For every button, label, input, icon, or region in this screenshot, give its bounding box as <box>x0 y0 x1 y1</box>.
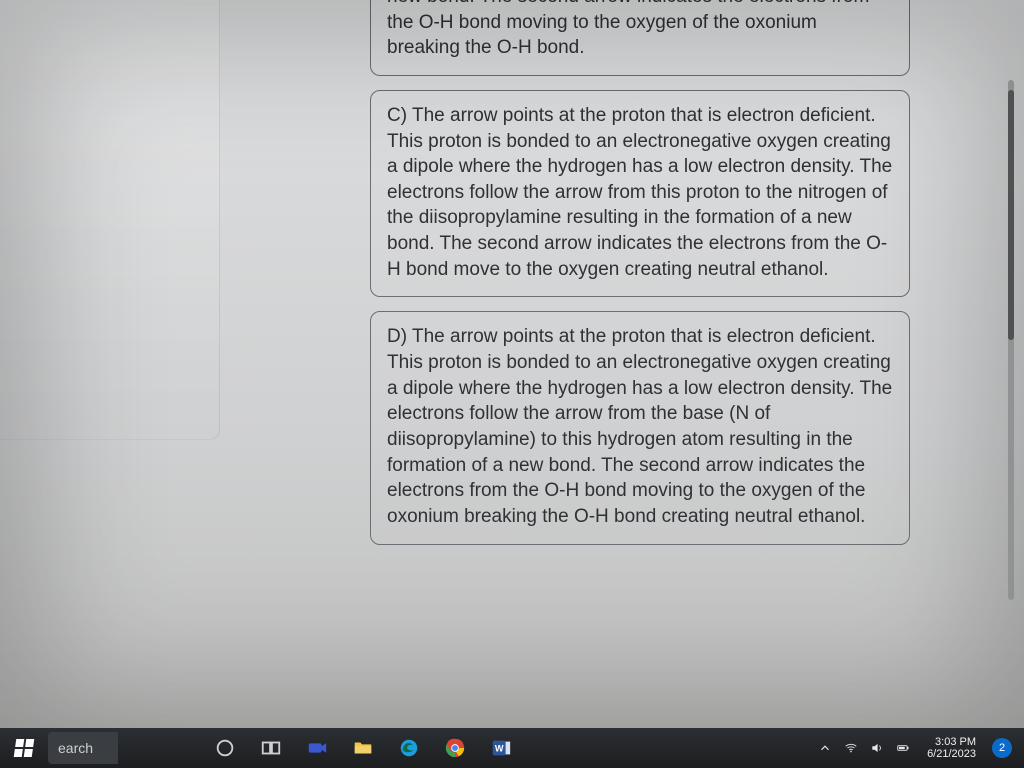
answer-choices: new bond. The second arrow indicates the… <box>370 0 910 545</box>
volume-button[interactable] <box>869 740 885 756</box>
camera-app[interactable] <box>296 728 338 768</box>
clock-date: 6/21/2023 <box>927 748 976 760</box>
scrollbar-thumb[interactable] <box>1008 90 1014 340</box>
volume-icon <box>870 741 884 755</box>
windows-taskbar: earch W <box>0 728 1024 768</box>
left-panel-outline <box>0 0 220 440</box>
word-icon: W <box>490 737 512 759</box>
answer-choice-c[interactable]: C) The arrow points at the proton that i… <box>370 90 910 297</box>
chevron-up-icon <box>818 741 832 755</box>
system-tray: 3:03 PM 6/21/2023 2 <box>817 736 1024 760</box>
tray-expand-button[interactable] <box>817 740 833 756</box>
svg-text:W: W <box>495 744 504 754</box>
search-placeholder: earch <box>58 740 93 756</box>
answer-choice-b[interactable]: new bond. The second arrow indicates the… <box>370 0 910 76</box>
start-button[interactable] <box>0 728 48 768</box>
file-explorer-app[interactable] <box>342 728 384 768</box>
taskview-button[interactable] <box>250 728 292 768</box>
battery-icon <box>896 741 910 755</box>
camera-icon <box>306 737 328 759</box>
chrome-app[interactable] <box>434 728 476 768</box>
clock-time: 3:03 PM <box>927 736 976 748</box>
cortana-button[interactable] <box>204 728 246 768</box>
battery-button[interactable] <box>895 740 911 756</box>
taskview-icon <box>260 737 282 759</box>
answer-d-text: D) The arrow points at the proton that i… <box>387 326 892 526</box>
file-explorer-icon <box>352 737 374 759</box>
edge-icon <box>398 737 420 759</box>
answer-c-text: C) The arrow points at the proton that i… <box>387 105 892 280</box>
taskbar-pinned-apps: W <box>204 728 522 768</box>
edge-app[interactable] <box>388 728 430 768</box>
vertical-scrollbar[interactable] <box>1008 80 1014 600</box>
taskbar-search[interactable]: earch <box>48 732 118 764</box>
notification-count: 2 <box>999 742 1005 754</box>
desktop-screen: new bond. The second arrow indicates the… <box>0 0 1024 738</box>
answer-b-text: new bond. The second arrow indicates the… <box>387 0 869 58</box>
wifi-button[interactable] <box>843 740 859 756</box>
windows-logo-icon <box>14 739 35 757</box>
webpage-content: new bond. The second arrow indicates the… <box>0 0 1016 738</box>
word-app[interactable]: W <box>480 728 522 768</box>
chrome-icon <box>444 737 466 759</box>
wifi-icon <box>844 741 858 755</box>
cortana-icon <box>214 737 236 759</box>
answer-choice-d[interactable]: D) The arrow points at the proton that i… <box>370 311 910 544</box>
taskbar-clock[interactable]: 3:03 PM 6/21/2023 <box>921 736 982 760</box>
action-center-button[interactable]: 2 <box>992 738 1012 758</box>
